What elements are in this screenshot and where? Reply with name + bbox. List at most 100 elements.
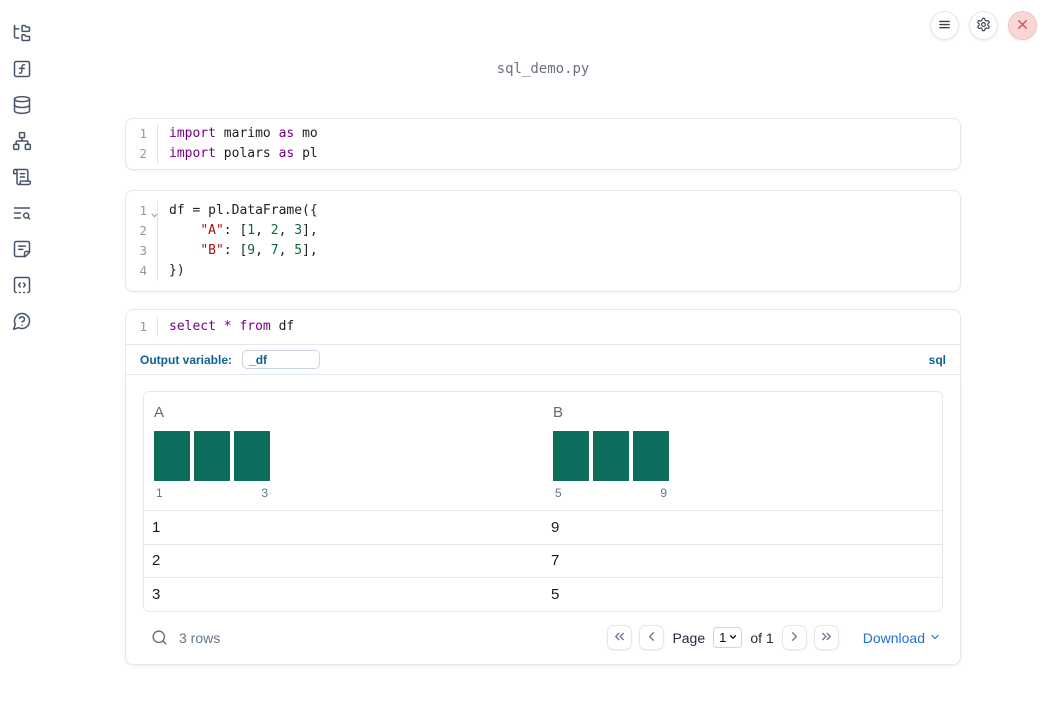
database-icon: [12, 95, 32, 118]
top-actions: [930, 11, 1037, 40]
column-b-histogram: [553, 431, 669, 481]
search-icon[interactable]: [151, 629, 168, 646]
sidebar-item-help[interactable]: [12, 311, 32, 331]
column-a-histogram: [154, 431, 270, 481]
column-name: B: [553, 404, 564, 421]
code-line: 2 import polars as pl: [126, 144, 960, 164]
column-header-a[interactable]: A 1 3: [144, 404, 543, 500]
code-line: 4 }): [126, 261, 960, 281]
output-variable-row: Output variable: sql: [126, 344, 960, 374]
code-line: 2 "A": [1, 2, 3],: [126, 221, 960, 241]
first-page-button[interactable]: [607, 625, 633, 650]
square-function-icon: [12, 60, 32, 82]
tick-min: 1: [156, 486, 163, 500]
column-header-b[interactable]: B 5 9: [543, 404, 942, 500]
output-variable-input[interactable]: [242, 350, 321, 369]
row-count: 3 rows: [179, 629, 221, 646]
code-line: 1 import marimo as mo: [126, 124, 960, 144]
table-cell: 7: [551, 552, 560, 570]
table-cell: 5: [551, 585, 560, 603]
code-editor[interactable]: 1 import marimo as mo 2 import polars as…: [126, 124, 960, 164]
page-label: Page: [672, 629, 706, 646]
cell-output: A 1 3 B: [125, 375, 961, 665]
close-icon: [1015, 17, 1030, 35]
table-cell: 9: [551, 518, 560, 536]
tick-max: 9: [660, 486, 667, 500]
table-cell: 3: [152, 585, 161, 603]
code-cell-imports: 1 import marimo as mo 2 import polars as…: [125, 118, 961, 170]
histogram-bar: [593, 431, 629, 481]
histogram-bar: [234, 431, 270, 481]
line-number: 1: [126, 317, 158, 337]
page-select[interactable]: 1: [713, 627, 743, 648]
line-number: 4: [126, 261, 158, 281]
network-icon: [12, 131, 32, 154]
line-number: 2: [126, 144, 158, 164]
dataframe-table: A 1 3 B: [143, 391, 943, 612]
sql-cell: 1 select * from df Output variable: sql: [125, 309, 961, 375]
sidebar-item-datasources[interactable]: [12, 95, 32, 115]
sql-language-badge: sql: [928, 352, 946, 367]
sidebar-item-tracing[interactable]: [12, 203, 32, 223]
histogram-bar: [633, 431, 669, 481]
sidebar: [0, 0, 44, 713]
next-page-button[interactable]: [781, 625, 807, 650]
line-number: 1: [126, 124, 158, 144]
histogram-ticks: 1 3: [154, 486, 270, 500]
help-question-bubble-icon: [12, 312, 32, 334]
tick-min: 5: [555, 486, 562, 500]
sidebar-item-variables[interactable]: [12, 59, 32, 79]
chevron-down-icon: [728, 630, 738, 645]
histogram-bar: [194, 431, 230, 481]
download-label: Download: [862, 629, 925, 646]
scroll-text-icon: [12, 168, 32, 190]
table-row[interactable]: 2 7: [144, 543, 942, 578]
histogram-ticks: 5 9: [553, 486, 669, 500]
notebook-menu-button[interactable]: [930, 11, 959, 40]
line-number: 1: [126, 201, 158, 221]
sidebar-item-file-tree[interactable]: [12, 23, 32, 43]
page-total-label: of 1: [750, 629, 774, 646]
table-cell: 1: [152, 518, 161, 536]
shutdown-button[interactable]: [1008, 11, 1037, 40]
prev-page-button[interactable]: [639, 625, 665, 650]
sidebar-item-dependency-graph[interactable]: [12, 131, 32, 151]
table-cell: 2: [152, 552, 161, 570]
notebook-filename[interactable]: sql_demo.py: [496, 61, 590, 77]
note-document-icon: [12, 240, 32, 262]
line-number: 2: [126, 221, 158, 241]
table-row[interactable]: 3 5: [144, 577, 942, 611]
download-button[interactable]: Download: [863, 630, 941, 646]
line-number: 3: [126, 241, 158, 261]
histogram-bar: [553, 431, 589, 481]
code-editor[interactable]: 1 df = pl.DataFrame({ 2 "A": [1, 2, 3], …: [126, 201, 960, 281]
chevrons-left-icon: [612, 629, 627, 647]
chevron-down-icon: [929, 630, 941, 646]
fold-chevron-down-icon[interactable]: [150, 206, 159, 218]
chevron-left-icon: [644, 629, 659, 647]
last-page-button[interactable]: [813, 625, 839, 650]
code-line: 3 "B": [9, 7, 5],: [126, 241, 960, 261]
sidebar-item-documentation[interactable]: [12, 239, 32, 259]
page-select-value: 1: [719, 630, 727, 645]
table-footer: 3 rows Page 1 of 1: [143, 620, 943, 656]
pagination: Page 1 of 1: [607, 625, 839, 650]
notebook-main: sql_demo.py 1 import marimo as mo 2 impo…: [125, 0, 961, 665]
table-header: A 1 3 B: [144, 392, 942, 510]
code-line: 1 df = pl.DataFrame({: [126, 201, 960, 221]
code-cell-dataframe: 1 df = pl.DataFrame({ 2 "A": [1, 2, 3], …: [125, 190, 961, 292]
settings-gear-icon: [976, 17, 991, 35]
menu-icon: [937, 17, 952, 35]
chevron-right-icon: [787, 629, 802, 647]
folder-tree-icon: [12, 24, 32, 46]
sidebar-item-snippets[interactable]: [12, 275, 32, 295]
chevrons-right-icon: [819, 629, 834, 647]
code-line: 1 select * from df: [126, 317, 960, 337]
settings-button[interactable]: [969, 11, 998, 40]
table-row[interactable]: 1 9: [144, 510, 942, 544]
tick-max: 3: [261, 486, 268, 500]
sidebar-item-logs[interactable]: [12, 167, 32, 187]
histogram-bar: [154, 431, 190, 481]
sql-editor[interactable]: 1 select * from df: [126, 310, 960, 344]
column-name: A: [154, 404, 165, 421]
